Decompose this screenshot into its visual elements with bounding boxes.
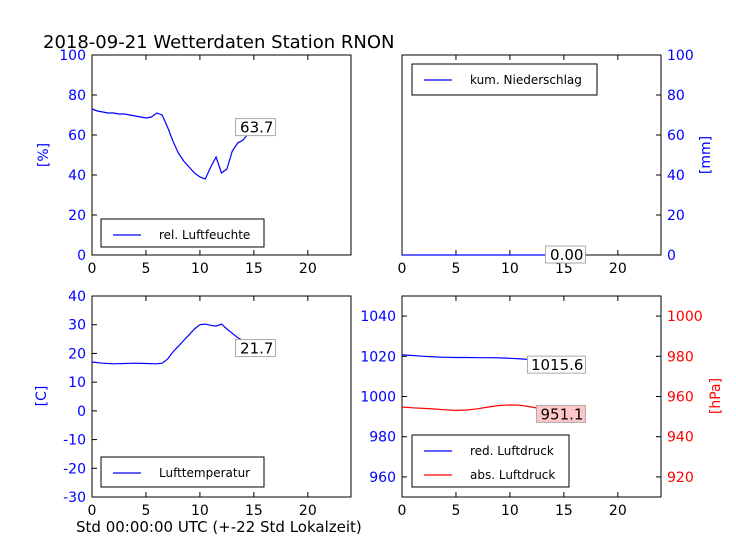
value-annotation-box	[234, 118, 276, 137]
y-tick-label: 960	[667, 390, 694, 406]
x-tick-label: 20	[609, 261, 627, 277]
plot-frame	[91, 295, 352, 498]
value-annotation: 63.7	[240, 119, 273, 137]
x-tick-label: 5	[141, 503, 150, 519]
x-tick-label: 15	[245, 503, 263, 519]
y-tick-label: 100	[667, 48, 694, 64]
legend-label: red. Luftdruck	[470, 444, 554, 458]
y-tick-label: 1020	[360, 349, 396, 365]
y-tick-label: 80	[68, 88, 86, 104]
value-annotation: 21.7	[240, 340, 273, 358]
legend-label: rel. Luftfeuchte	[159, 228, 250, 242]
panel-top-left: 0 5 10 15 20 0 20 40 60 80 100 [%] 63.7 rel. Luftfeuc…	[36, 48, 352, 277]
x-tick-label: 5	[451, 503, 460, 519]
x-tick-label: 5	[141, 261, 150, 277]
panel-bottom-right: 0 5 10 15 20 960 980 1000 1020 1040 920 940 960 980 10…	[360, 295, 724, 519]
value-annotation: 1015.6	[531, 356, 584, 374]
x-tick-label: 15	[555, 503, 573, 519]
y-tick-label: 80	[667, 88, 685, 104]
y-tick-label: 100	[59, 48, 86, 64]
legend: kum. Niederschlag	[411, 63, 598, 96]
y-tick-label: 40	[68, 289, 86, 305]
y-axis-label: [hPa]	[708, 378, 724, 414]
value-annotation: 951.1	[541, 405, 584, 423]
y-tick-label: 940	[667, 430, 694, 446]
panel-bottom-left: 0 5 10 15 20 -30 -20 -10 0 10 20 30 40 [C] 21.7 Lufttem…	[34, 289, 352, 519]
value-annotation: 0.00	[550, 246, 583, 264]
y-tick-label: -20	[63, 461, 86, 477]
x-tick-label: 10	[191, 261, 209, 277]
legend-box	[411, 434, 570, 488]
legend-box	[100, 218, 265, 248]
y-tick-label: 20	[667, 208, 685, 224]
y-tick-label: 980	[369, 430, 396, 446]
legend: Lufttemperatur	[100, 456, 265, 488]
x-tick-label: 10	[191, 503, 209, 519]
value-annotation-box	[544, 245, 586, 264]
value-annotation-box	[526, 355, 586, 374]
x-tick-label: 0	[398, 503, 407, 519]
x-tick-label: 15	[245, 261, 263, 277]
value-annotation-box	[535, 404, 586, 423]
plot-frame	[91, 54, 352, 256]
x-tick-label: 20	[609, 503, 627, 519]
y-tick-label: 20	[68, 208, 86, 224]
legend-box	[100, 456, 265, 488]
y-tick-label: -10	[63, 433, 86, 449]
series-line	[91, 108, 276, 180]
y-tick-label: 980	[667, 349, 694, 365]
legend-label: abs. Luftdruck	[470, 468, 555, 482]
legend: rel. Luftfeuchte	[100, 218, 265, 248]
x-tick-label: 0	[398, 261, 407, 277]
x-tick-label: 20	[299, 503, 317, 519]
y-tick-label: 0	[77, 404, 86, 420]
x-tick-label: 20	[299, 261, 317, 277]
legend-label: kum. Niederschlag	[470, 73, 582, 87]
x-tick-label: 5	[451, 261, 460, 277]
y-tick-label: 960	[369, 470, 396, 486]
y-tick-label: 920	[667, 470, 694, 486]
y-tick-label: 1000	[360, 390, 396, 406]
y-axis-label: [mm]	[698, 136, 714, 174]
x-tick-label: 10	[501, 261, 519, 277]
panel-top-right: 0 5 10 15 20 0 20 40 60 80 100 [mm] 0.00 kum. Nieders…	[398, 48, 714, 277]
y-tick-label: 30	[68, 318, 86, 334]
y-tick-label: -30	[63, 490, 86, 506]
y-tick-label: 0	[667, 248, 676, 264]
figure-title: 2018-09-21 Wetterdaten Station RNON	[43, 32, 394, 53]
y-tick-label: 40	[667, 168, 685, 184]
y-tick-label: 40	[68, 168, 86, 184]
x-tick-label: 10	[501, 503, 519, 519]
x-tick-label: 0	[88, 503, 97, 519]
y-tick-label: 1040	[360, 309, 396, 325]
y-axis-label: [%]	[36, 143, 52, 167]
value-annotation-box	[234, 339, 276, 358]
x-tick-label: 0	[88, 261, 97, 277]
x-tick-label: 15	[555, 261, 573, 277]
y-axis-label: [C]	[34, 386, 50, 407]
legend-label: Lufttemperatur	[159, 466, 250, 480]
y-tick-label: 20	[68, 346, 86, 362]
legend: red. Luftdruck abs. Luftdruck	[411, 434, 570, 488]
y-tick-label: 10	[68, 375, 86, 391]
y-tick-label: 60	[68, 128, 86, 144]
y-tick-label: 0	[77, 248, 86, 264]
y-tick-label: 1000	[667, 309, 703, 325]
y-tick-label: 60	[667, 128, 685, 144]
x-axis-label: Std 00:00:00 UTC (+-22 Std Lokalzeit)	[76, 518, 362, 536]
